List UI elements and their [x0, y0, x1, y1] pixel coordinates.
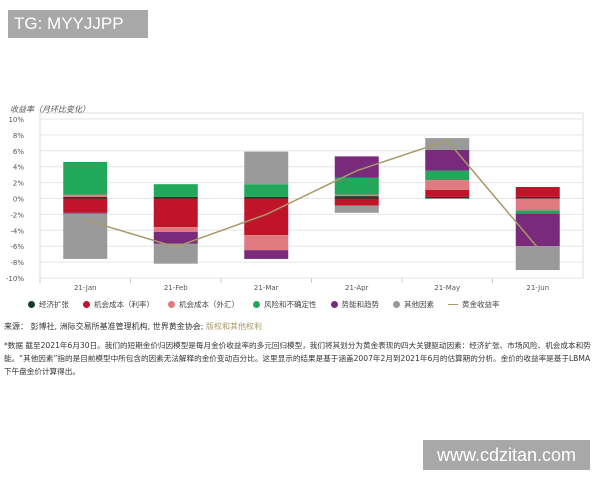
x-tick-label: 21-Jan [74, 284, 97, 292]
legend-label: 经济扩张 [39, 300, 69, 309]
bar-segment [334, 194, 379, 197]
y-tick-label: -4% [10, 227, 24, 235]
y-tick-label: 2% [13, 180, 24, 188]
legend-item: 机会成本（利率） [83, 299, 154, 310]
chart: 10% 8% 6% 4% 2% 0% -2% -4% -6% -8% -10% 21-Jan 21-Fe… [6, 112, 584, 292]
legend-swatch [83, 301, 90, 308]
legend: 经济扩张 机会成本（利率） 机会成本（外汇） 风险和不确定性 势能和趋势 其他因… [28, 299, 500, 310]
bar-segment [244, 196, 289, 199]
bar-segment [334, 177, 379, 195]
legend-item: 风险和不确定性 [253, 299, 317, 310]
source-text: 彭博社, 洲际交易所基准管理机构, 世界黄金协会; [30, 322, 206, 331]
legend-swatch [168, 301, 175, 308]
legend-label: 机会成本（外汇） [179, 300, 239, 309]
legend-swatch [330, 301, 338, 308]
bar-segment [425, 170, 470, 181]
bar-segment [425, 196, 470, 199]
bar-segment [425, 138, 470, 151]
legend-label: 其他因素 [404, 300, 434, 309]
bar-segment [515, 210, 560, 214]
y-tick-label: -6% [10, 243, 24, 251]
legend-swatch [393, 301, 400, 308]
bar-segment [244, 198, 289, 236]
x-tick-label: 21-Feb [164, 284, 188, 292]
y-tick-label: -10% [6, 275, 24, 283]
legend-swatch [253, 301, 260, 308]
bar-segment [244, 184, 289, 197]
bar-segment [63, 196, 108, 199]
bar-segment [63, 213, 108, 259]
bar-segment [63, 212, 108, 214]
plot-frame [39, 112, 584, 279]
bar-segment [244, 235, 289, 251]
bar-segment [334, 196, 379, 199]
y-tick-label: -2% [10, 211, 24, 219]
bar-segment [244, 151, 289, 185]
footnote: *数据 截至2021年6月30日。我们的短期金价归因模型是每月金价收益率的多元回… [4, 341, 591, 376]
bar-segment [515, 186, 560, 197]
x-tick-label: 21-Apr [345, 284, 369, 292]
bar-segment [425, 180, 470, 190]
bar-segment [63, 161, 108, 195]
bar-segment [425, 189, 470, 197]
y-tick-label: 8% [13, 132, 24, 140]
legend-swatch [28, 301, 35, 308]
y-tick-label: 4% [13, 164, 24, 172]
y-tick-label: 10% [8, 116, 24, 124]
y-tick-label: -8% [10, 259, 24, 267]
bar-segment [334, 198, 379, 206]
legend-label: 风险和不确定性 [264, 300, 317, 309]
legend-label: 势能和趋势 [341, 300, 380, 309]
y-tick-label: 6% [13, 148, 24, 156]
legend-item: 经济扩张 [28, 299, 69, 310]
bar-segment [153, 243, 198, 264]
legend-item: 势能和趋势 [330, 299, 380, 310]
x-tick-label: 21-Jun [526, 284, 549, 292]
bar-segment [153, 196, 198, 199]
bar-segment [153, 227, 198, 232]
y-axis-title: 收益率（月环比变化） [10, 105, 90, 114]
bar-segment [515, 196, 560, 199]
bar-segment [153, 198, 198, 228]
x-tick-label: 21-Mar [254, 284, 279, 292]
legend-label: 黄金收益率 [462, 300, 500, 309]
bar-segment [63, 198, 108, 213]
rights-link[interactable]: 版权和其他权利 [205, 322, 262, 331]
bar-segment [515, 198, 560, 211]
watermark-bottom: www.cdzitan.com [423, 440, 590, 470]
y-tick-label: 0% [13, 196, 24, 204]
legend-item: 黄金收益率 [448, 299, 500, 310]
legend-line-swatch [448, 303, 458, 306]
bar-segment [244, 250, 289, 259]
bar-segment [153, 184, 198, 197]
bar-segment [334, 156, 379, 178]
legend-item: 其他因素 [393, 299, 434, 310]
bar-segment [153, 231, 198, 244]
gold-return-line [85, 139, 539, 249]
bar-segment [334, 205, 379, 213]
bar-segment [63, 194, 108, 197]
x-tick-label: 21-May [434, 284, 460, 292]
source-label: 来源： [4, 322, 28, 331]
legend-label: 机会成本（利率） [94, 300, 154, 309]
legend-item: 机会成本（外汇） [168, 299, 239, 310]
bar-segment [425, 150, 470, 171]
watermark-top: TG: MYYJJPP [8, 10, 148, 38]
source: 来源： 彭博社, 洲际交易所基准管理机构, 世界黄金协会; 版权和其他权利 [4, 321, 262, 332]
bar-segment [515, 246, 560, 271]
